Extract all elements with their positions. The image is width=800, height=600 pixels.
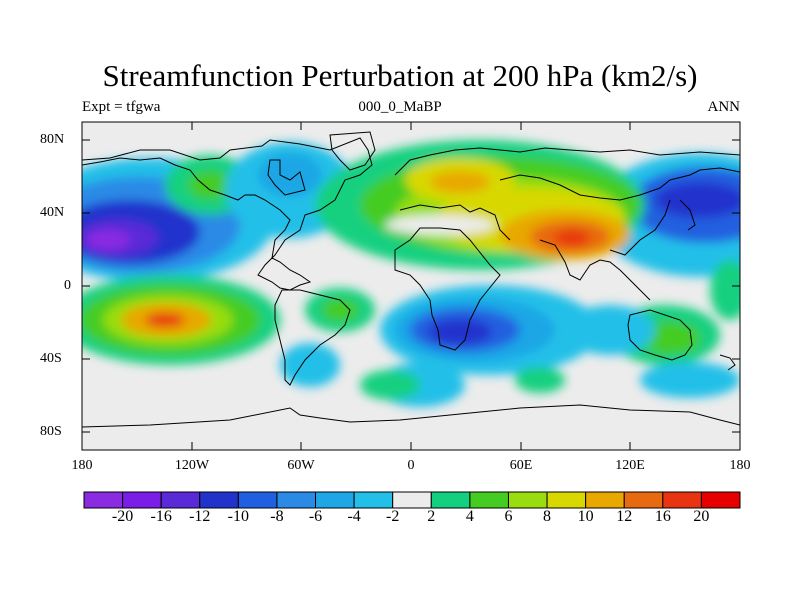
xtick-label-60w: 60W [287, 458, 315, 473]
ytick-label-40s: 40S [40, 351, 62, 366]
contour-eu-gap [385, 215, 495, 235]
coastline-greenland [329, 131, 376, 171]
contour-sio-neg-3 [640, 362, 740, 398]
coastline-south-america [274, 289, 351, 386]
coastline-north-america [82, 137, 373, 291]
contour-sa-pos-2 [322, 299, 358, 321]
colorbar-label-4: -8 [270, 508, 284, 525]
colorbar-swatch-16 [700, 491, 741, 509]
plot-title: Streamfunction Perturbation at 200 hPa (… [102, 58, 698, 93]
contour-np-low-20 [86, 230, 130, 250]
colorbar-swatch-11 [507, 491, 548, 509]
colorbar-swatch-8 [392, 491, 432, 509]
colorbar-swatch-15 [662, 491, 702, 509]
colorbar-swatch-4 [237, 491, 278, 509]
coastline-australia [627, 309, 693, 361]
colorbar-swatch-10 [469, 491, 509, 509]
coastline-nz [719, 354, 736, 371]
xtick-label-0: 0 [407, 458, 415, 473]
xtick-label-180-west: 180 [71, 458, 93, 473]
colorbar [83, 491, 741, 509]
coastline-mediterranean [399, 204, 511, 241]
x-ticks [81, 122, 741, 450]
contour-ne-low-12 [655, 182, 740, 218]
colorbar-swatch-1 [122, 491, 162, 509]
coastline-india [539, 239, 651, 301]
xtick-label-60e: 60E [509, 458, 533, 473]
colorbar-swatch-0 [83, 491, 124, 509]
colorbar-label-5: -6 [308, 508, 323, 525]
colorbar-label-0: -20 [111, 508, 134, 525]
colorbar-label-7: -2 [386, 508, 400, 525]
colorbar-swatch-2 [160, 491, 201, 509]
colorbar-swatch-3 [199, 491, 239, 509]
xtick-label-120w: 120W [174, 458, 210, 473]
y-ticks [82, 139, 740, 433]
colorbar-label-6: -4 [347, 508, 361, 525]
contour-sa-neg [280, 343, 340, 387]
colorbar-swatch-9 [430, 491, 471, 509]
contour-field [82, 140, 740, 407]
ytick-label-80s: 80S [40, 424, 62, 439]
colorbar-label-8: 2 [427, 508, 436, 525]
colorbar-label-3: -10 [227, 508, 249, 525]
coastline-hudson [267, 159, 306, 196]
xtick-label-120e: 120E [615, 458, 645, 473]
ytick-label-0: 0 [64, 278, 71, 293]
contour-eu-north-10 [430, 171, 490, 193]
colorbar-label-12: 10 [577, 508, 594, 525]
contour-so-pos-2 [515, 367, 565, 393]
coastline-se-asia [609, 199, 671, 256]
colorbar-label-14: 16 [654, 508, 671, 525]
contour-tibet-16 [554, 230, 590, 246]
coastlines [82, 131, 740, 428]
experiment-label: Expt = tfgwa [82, 99, 161, 115]
colorbar-label-2: -12 [189, 508, 211, 525]
coastline-antarctica [82, 404, 740, 428]
contour-pac-pos-2 [188, 171, 232, 199]
colorbar-label-11: 8 [543, 508, 552, 525]
colorbar-swatch-12 [546, 491, 587, 509]
xtick-label-180-east: 180 [729, 458, 751, 473]
colorbar-label-10: 6 [504, 508, 513, 525]
ytick-label-40n: 40N [40, 205, 65, 220]
season-label: ANN [707, 99, 741, 115]
colorbar-swatch-5 [276, 491, 317, 509]
contour-si-neg-10 [428, 319, 492, 345]
contour-na-neg-2 [258, 153, 322, 197]
colorbar-swatch-13 [585, 491, 625, 509]
coastline-europe [394, 147, 740, 176]
colorbar-swatch-14 [623, 491, 664, 509]
ytick-label-80n: 80N [40, 132, 65, 147]
colorbar-label-13: 12 [616, 508, 633, 525]
colorbar-label-9: 4 [465, 508, 474, 525]
colorbar-swatch-7 [353, 491, 394, 509]
colorbar-label-1: -16 [150, 508, 172, 525]
colorbar-swatch-6 [315, 491, 355, 509]
contour-sp-pos-16 [145, 313, 185, 327]
coastline-japan [679, 199, 696, 231]
coastline-asia [499, 167, 740, 201]
time-label: 000_0_MaBP [358, 99, 442, 115]
colorbar-label-15: 20 [693, 508, 710, 525]
contour-so-pos [360, 370, 420, 400]
coastline-africa [394, 227, 501, 351]
contour-ep-pos [710, 260, 740, 320]
